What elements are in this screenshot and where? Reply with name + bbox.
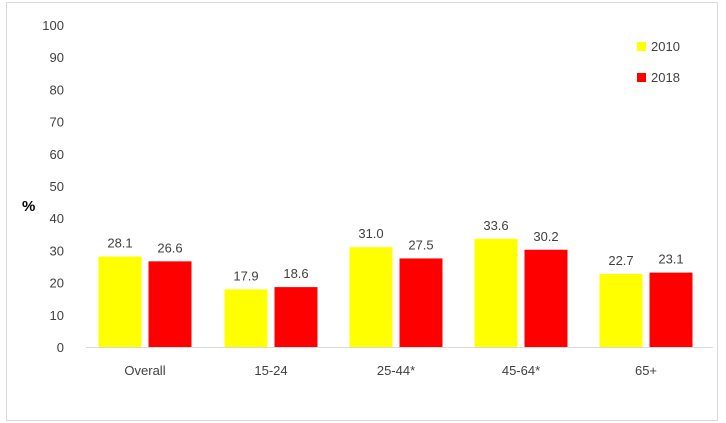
bar-2010-3 — [474, 238, 518, 347]
y-tick-label: 90 — [50, 50, 64, 65]
data-label: 28.1 — [107, 236, 132, 251]
data-label: 26.6 — [157, 240, 182, 255]
y-tick-label: 50 — [50, 179, 64, 194]
y-tick-label: 10 — [50, 308, 64, 323]
bar-2018-2 — [399, 258, 443, 347]
category-label: Overall — [124, 363, 165, 378]
data-label: 17.9 — [233, 268, 258, 283]
y-tick-label: 30 — [50, 243, 64, 258]
bar-2010-2 — [349, 247, 393, 347]
y-axis-ticks: 0 10 20 30 40 50 60 70 80 90 100 — [42, 18, 64, 355]
data-label: 27.5 — [408, 237, 433, 252]
data-label: 18.6 — [283, 266, 308, 281]
legend-label-2010: 2010 — [651, 39, 680, 54]
bar-2010-4 — [599, 273, 643, 347]
y-axis-label: % — [22, 198, 35, 215]
bars-group — [98, 238, 693, 347]
chart-frame — [6, 2, 718, 421]
category-label: 15-24 — [254, 363, 287, 378]
y-tick-label: 60 — [50, 147, 64, 162]
legend-swatch-2018 — [637, 73, 646, 82]
data-labels-group: 28.1 26.6 17.9 18.6 31.0 27.5 33.6 30.2 22.7 23.1 — [107, 218, 683, 284]
data-label: 33.6 — [483, 218, 508, 233]
category-label: 65+ — [635, 363, 657, 378]
legend-label-2018: 2018 — [651, 70, 680, 85]
bar-2010-1 — [224, 289, 268, 347]
bar-2018-0 — [148, 261, 192, 347]
data-label: 30.2 — [533, 229, 558, 244]
bar-2010-0 — [98, 256, 142, 347]
legend: 2010 2018 — [637, 39, 680, 85]
y-tick-label: 20 — [50, 276, 64, 291]
legend-swatch-2010 — [637, 42, 646, 51]
bar-2018-1 — [274, 287, 318, 347]
data-label: 31.0 — [358, 226, 383, 241]
bar-2018-4 — [649, 272, 693, 347]
data-label: 22.7 — [608, 253, 633, 268]
y-tick-label: 0 — [57, 340, 64, 355]
bar-2018-3 — [524, 249, 568, 347]
category-labels-group: Overall 15-24 25-44* 45-64* 65+ — [124, 363, 657, 378]
category-label: 25-44* — [377, 363, 415, 378]
y-tick-label: 100 — [42, 18, 64, 33]
y-tick-label: 40 — [50, 211, 64, 226]
category-label: 45-64* — [502, 363, 540, 378]
y-tick-label: 70 — [50, 115, 64, 130]
data-label: 23.1 — [658, 252, 683, 267]
y-tick-label: 80 — [50, 82, 64, 97]
